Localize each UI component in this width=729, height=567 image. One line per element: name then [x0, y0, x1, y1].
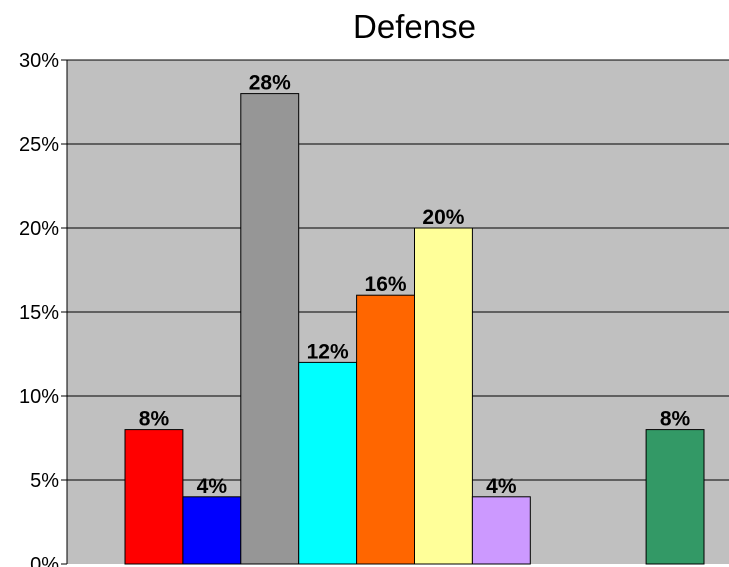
- bars: [124, 93, 705, 565]
- y-tick-label: 5%: [30, 470, 59, 492]
- bar: [645, 429, 705, 565]
- y-axis-ticks: 0% 5% 10% 15% 20% 25% 30%: [19, 50, 67, 567]
- y-tick-label: 25%: [19, 134, 59, 156]
- bar: [471, 496, 531, 565]
- data-label: 4%: [486, 475, 517, 498]
- bar: [124, 429, 184, 565]
- y-tick-label: 20%: [19, 218, 59, 240]
- data-label: 28%: [249, 72, 291, 95]
- y-tick-label: 0%: [30, 554, 59, 567]
- bar: [298, 361, 358, 565]
- bar: [414, 227, 473, 565]
- data-labels: 8% 4% 28% 12% 16% 20% 4% 8%: [139, 72, 691, 498]
- bar: [182, 496, 242, 565]
- y-tick-label: 15%: [19, 302, 59, 324]
- data-label: 8%: [139, 408, 170, 431]
- chart-title: Defense: [353, 8, 476, 45]
- data-label: 12%: [307, 340, 349, 363]
- bar: [356, 294, 416, 565]
- bar: [240, 93, 300, 565]
- y-tick-label: 10%: [19, 386, 59, 408]
- data-label: 20%: [422, 206, 464, 229]
- data-label: 16%: [365, 273, 407, 296]
- data-label: 8%: [660, 408, 691, 431]
- y-tick-label: 30%: [19, 50, 59, 72]
- data-label: 4%: [197, 475, 228, 498]
